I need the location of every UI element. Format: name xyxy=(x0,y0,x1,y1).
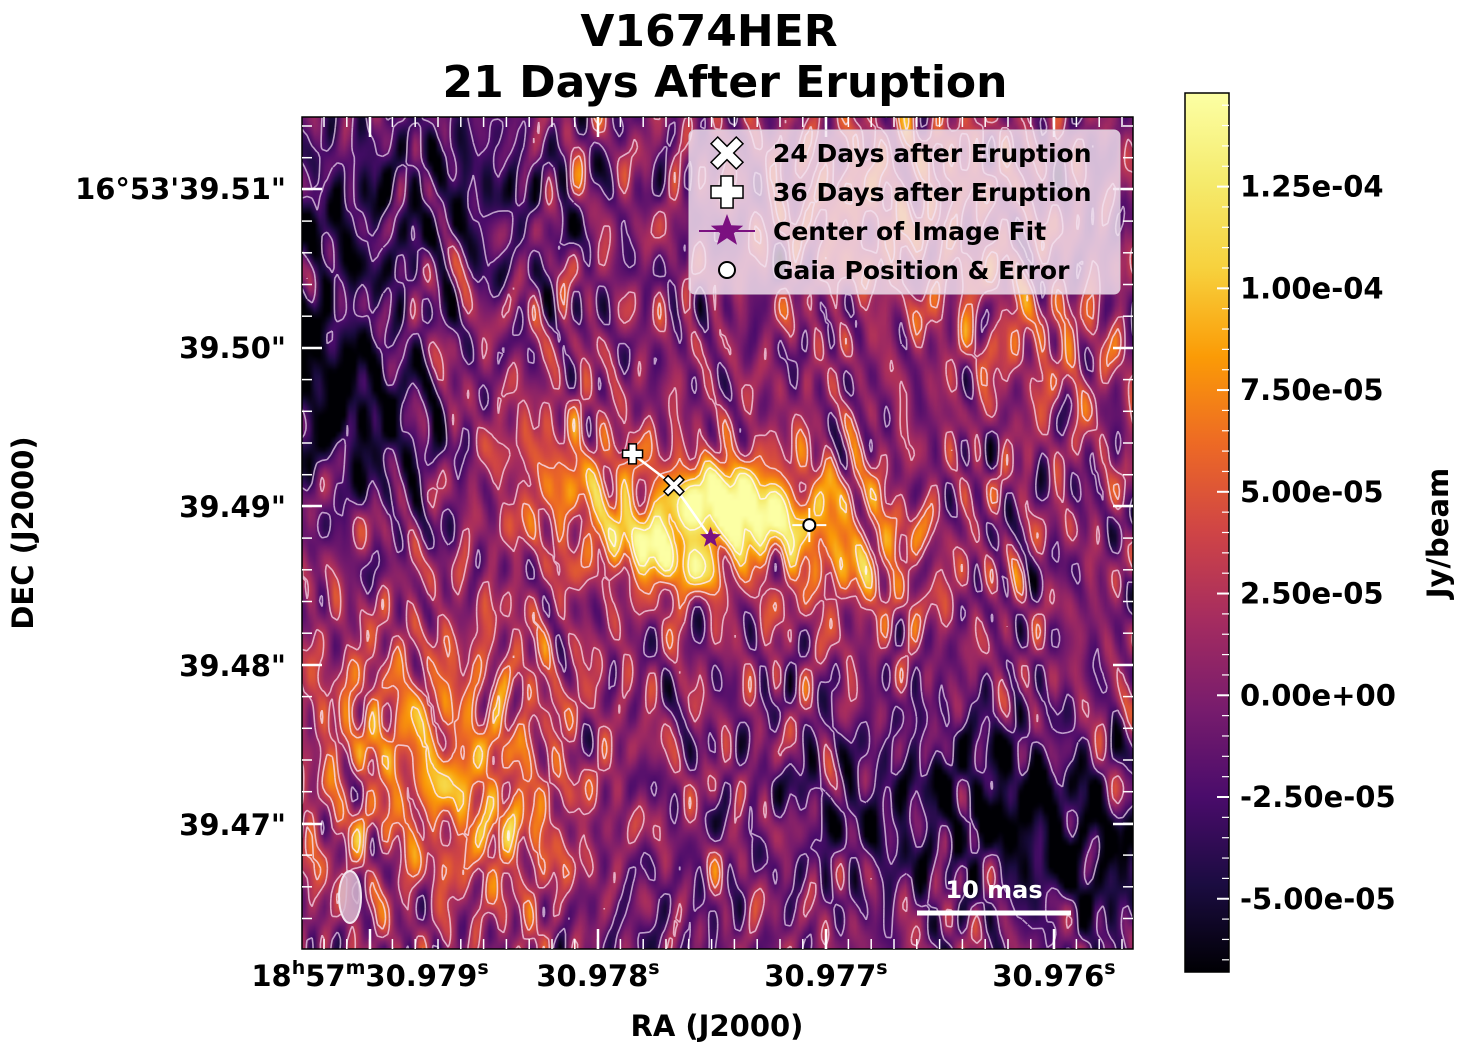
plot-ticks xyxy=(302,117,1133,949)
colorbar-tick-label: -2.50e-05 xyxy=(1240,780,1396,814)
x-tick-label: 30.977s xyxy=(764,957,887,993)
colorbar-tick-label: 1.00e-04 xyxy=(1240,271,1384,305)
legend-marker-fit xyxy=(710,214,744,245)
colorbar-tick-label: 7.50e-05 xyxy=(1240,373,1384,407)
legend-box xyxy=(688,129,1121,295)
x-tick-label: 30.976s xyxy=(992,957,1115,993)
day24-marker xyxy=(662,474,685,497)
scale-bar: 10 mas xyxy=(917,876,1071,916)
beam-ellipse xyxy=(338,870,362,924)
legend: 24 Days after Eruption 36 Days after Eru… xyxy=(688,129,1121,295)
fit-center-marker xyxy=(700,526,722,547)
contour-line xyxy=(302,117,1133,949)
chart-title-line2: 21 Days After Eruption xyxy=(443,57,1008,108)
chart-title-line1: V1674HER xyxy=(580,6,837,57)
y-tick-labels: 16°53'39.51" 39.50" 39.49" 39.48" 39.47" xyxy=(75,172,286,842)
legend-label-day36: 36 Days after Eruption xyxy=(773,178,1092,207)
day36-marker xyxy=(621,443,644,465)
colorbar-label: Jy/beam xyxy=(1421,468,1455,601)
colorbar-tick-label: 5.00e-05 xyxy=(1240,475,1384,509)
y-tick-label: 16°53'39.51" xyxy=(75,172,286,206)
y-tick-label: 39.47" xyxy=(179,808,286,842)
contour-line xyxy=(506,466,868,842)
colorbar-tick-label: 1.25e-04 xyxy=(1240,170,1384,204)
y-tick-label: 39.48" xyxy=(179,649,286,683)
colorbar-tick-label: 0.00e+00 xyxy=(1240,678,1396,712)
y-tick-label: 39.50" xyxy=(179,331,286,365)
contour-line xyxy=(351,117,1029,854)
plot-frame xyxy=(301,116,1134,950)
legend-label-fit: Center of Image Fit xyxy=(773,217,1046,246)
colorbar-tick-label: -5.00e-05 xyxy=(1240,882,1396,916)
x-tick-label: 30.978s xyxy=(536,957,659,993)
legend-marker-day36 xyxy=(710,175,744,209)
colorbar-tick-label: 2.50e-05 xyxy=(1240,577,1384,611)
gaia-position-marker xyxy=(802,518,817,533)
legend-marker-day24 xyxy=(709,135,745,171)
legend-markers xyxy=(699,135,755,279)
y-axis-label: DEC (J2000) xyxy=(6,436,40,629)
legend-marker-gaia xyxy=(718,261,736,279)
scale-bar-label: 10 mas xyxy=(945,876,1042,904)
legend-label-gaia: Gaia Position & Error xyxy=(773,256,1070,285)
colorbar-gradient xyxy=(1184,92,1230,973)
x-tick-label: 18h57m30.979s xyxy=(251,957,488,993)
x-axis-label: RA (J2000) xyxy=(631,1009,804,1043)
legend-label-day24: 24 Days after Eruption xyxy=(773,139,1092,168)
x-tick-labels: 18h57m30.979s 30.978s 30.977s 30.976s xyxy=(251,957,1115,993)
colorbar-ticks: 1.25e-04 1.00e-04 7.50e-05 5.00e-05 2.50e-05… xyxy=(1217,104,1396,961)
marker-layer xyxy=(621,443,827,547)
colorbar: 1.25e-04 1.00e-04 7.50e-05 5.00e-05 2.50e-05… xyxy=(1184,92,1455,973)
y-tick-label: 39.49" xyxy=(179,490,286,524)
